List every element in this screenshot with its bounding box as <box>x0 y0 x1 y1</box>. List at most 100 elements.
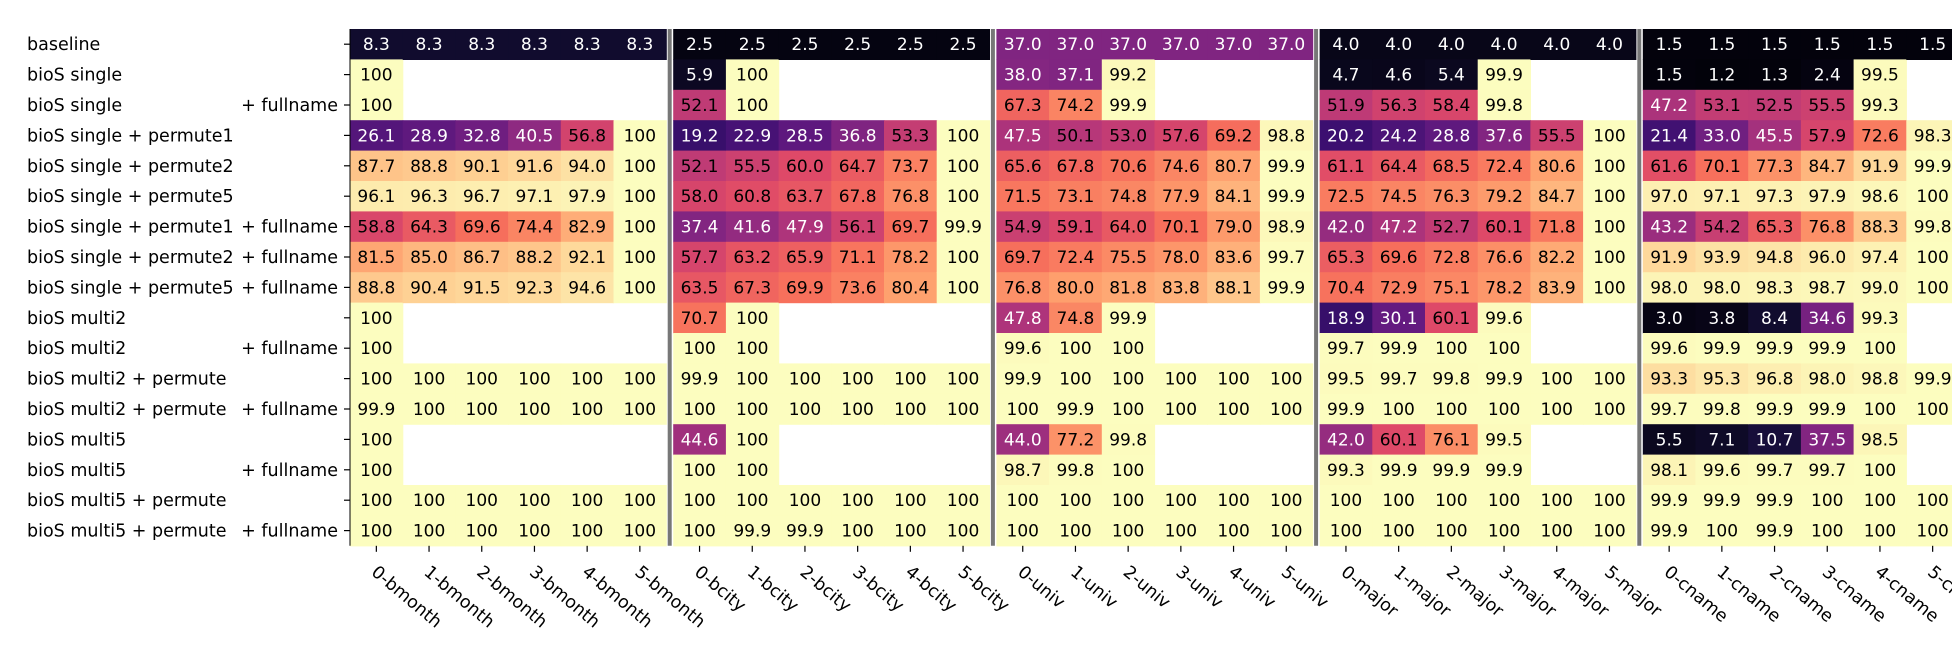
heatmap-cell <box>1853 333 1907 364</box>
heatmap-cell <box>1800 120 1855 152</box>
cell-value-label: 1.5 <box>1708 35 1735 55</box>
cell-value-label: 1.5 <box>1919 35 1946 55</box>
heatmap-cell <box>560 181 615 212</box>
cell-value-label: 74.2 <box>1057 96 1095 116</box>
cell-value-label: 100 <box>1165 522 1197 542</box>
cell-value-label: 2.5 <box>897 35 924 55</box>
cell-value-label: 99.9 <box>1267 157 1305 177</box>
heatmap-cell <box>1853 515 1907 547</box>
cell-value-label: 100 <box>947 187 979 207</box>
heatmap-cell <box>1800 515 1855 547</box>
heatmap-cell <box>1695 272 1749 304</box>
x-tick-label: 3-univ <box>1172 562 1227 613</box>
cell-value-label: 80.6 <box>1538 157 1576 177</box>
heatmap-cell <box>1372 59 1426 91</box>
cell-value-label: 91.9 <box>1861 157 1899 177</box>
heatmap-cell <box>350 120 404 152</box>
heatmap-cell <box>1906 272 1952 304</box>
cell-value-label: 94.0 <box>568 157 606 177</box>
heatmap-cell <box>1372 485 1426 516</box>
cell-value-label: 99.9 <box>1756 522 1794 542</box>
heatmap-cell <box>884 515 938 547</box>
heatmap-cell <box>1748 211 1802 243</box>
heatmap-cell <box>936 515 990 547</box>
cell-value-label: 99.9 <box>733 522 771 542</box>
cell-value-label: 100 <box>1330 522 1362 542</box>
heatmap-cell <box>1154 211 1208 243</box>
cell-value-label: 99.5 <box>1861 66 1899 86</box>
cell-value-label: 98.8 <box>1861 370 1899 390</box>
heatmap-cell <box>884 241 938 273</box>
cell-value-label: 100 <box>413 370 445 390</box>
heatmap-cell <box>1425 333 1479 364</box>
cell-value-label: 37.0 <box>1057 35 1095 55</box>
cell-value-label: 100 <box>1916 491 1948 511</box>
heatmap-cell <box>936 120 990 152</box>
cell-value-label: 72.4 <box>1057 248 1095 268</box>
heatmap-cell <box>1583 29 1637 60</box>
cell-value-label: 58.4 <box>1432 96 1470 116</box>
heatmap-cell <box>1319 272 1373 304</box>
cell-value-label: 99.9 <box>1380 339 1418 359</box>
cell-value-label: 100 <box>1330 491 1362 511</box>
cell-value-label: 100 <box>624 187 656 207</box>
cell-value-label: 98.3 <box>1914 126 1952 146</box>
heatmap-cell <box>1372 515 1426 547</box>
cell-value-label: 74.6 <box>1162 157 1200 177</box>
cell-value-label: 99.5 <box>1327 370 1365 390</box>
cell-value-label: 69.7 <box>1004 248 1042 268</box>
cell-value-label: 99.3 <box>1861 309 1899 329</box>
cell-value-label: 100 <box>1593 522 1625 542</box>
cell-value-label: 100 <box>1488 522 1520 542</box>
cell-value-label: 100 <box>1916 248 1948 268</box>
cell-value-label: 100 <box>360 96 392 116</box>
cell-value-label: 78.2 <box>891 248 929 268</box>
cell-value-label: 99.6 <box>1485 309 1523 329</box>
heatmap-cell <box>1800 29 1855 60</box>
heatmap-cell <box>560 120 615 152</box>
heatmap-cell <box>996 515 1050 547</box>
row-label: bioS single + permute2 <box>27 248 234 268</box>
x-tick-label: 0-univ <box>1014 562 1069 613</box>
heatmap-cell <box>1477 211 1531 243</box>
cell-value-label: 77.2 <box>1057 430 1095 450</box>
heatmap-cell <box>1853 424 1907 456</box>
heatmap-cell <box>1319 485 1373 516</box>
heatmap-cell <box>613 485 667 516</box>
cell-value-label: 100 <box>1112 461 1144 481</box>
cell-value-label: 84.7 <box>1808 157 1846 177</box>
heatmap-cell <box>1642 150 1697 182</box>
cell-value-label: 100 <box>894 522 926 542</box>
heatmap-cell <box>1642 515 1697 547</box>
cell-value-label: 4.0 <box>1491 35 1518 55</box>
heatmap-cell <box>1530 272 1584 304</box>
heatmap-cell <box>1695 150 1749 182</box>
cell-value-label: 100 <box>1270 491 1302 511</box>
cell-value-label: 51.9 <box>1327 96 1365 116</box>
heatmap-cell <box>1906 393 1952 425</box>
heatmap-cell <box>1853 272 1907 304</box>
heatmap-cell <box>1906 150 1952 182</box>
cell-value-label: 100 <box>1112 370 1144 390</box>
heatmap-cell <box>613 29 667 60</box>
heatmap-cell <box>1748 333 1802 364</box>
heatmap-cell <box>613 272 667 304</box>
cell-value-label: 100 <box>789 491 821 511</box>
heatmap-cell <box>1207 363 1261 395</box>
cell-value-label: 47.2 <box>1380 218 1418 238</box>
heatmap-cell <box>455 181 509 212</box>
heatmap-cell <box>1642 89 1697 121</box>
cell-value-label: 5.5 <box>1656 430 1683 450</box>
cell-value-label: 55.5 <box>1538 126 1576 146</box>
cell-value-label: 100 <box>1382 522 1414 542</box>
heatmap-cell <box>1695 29 1749 60</box>
heatmap-cell <box>1748 181 1802 212</box>
heatmap-cell <box>1477 515 1531 547</box>
heatmap-cell <box>508 393 562 425</box>
cell-value-label: 56.8 <box>568 126 606 146</box>
cell-value-label: 100 <box>683 461 715 481</box>
heatmap-cell <box>455 241 509 273</box>
heatmap-cell <box>1425 120 1479 152</box>
cell-value-label: 4.0 <box>1438 35 1465 55</box>
cell-value-label: 100 <box>736 461 768 481</box>
